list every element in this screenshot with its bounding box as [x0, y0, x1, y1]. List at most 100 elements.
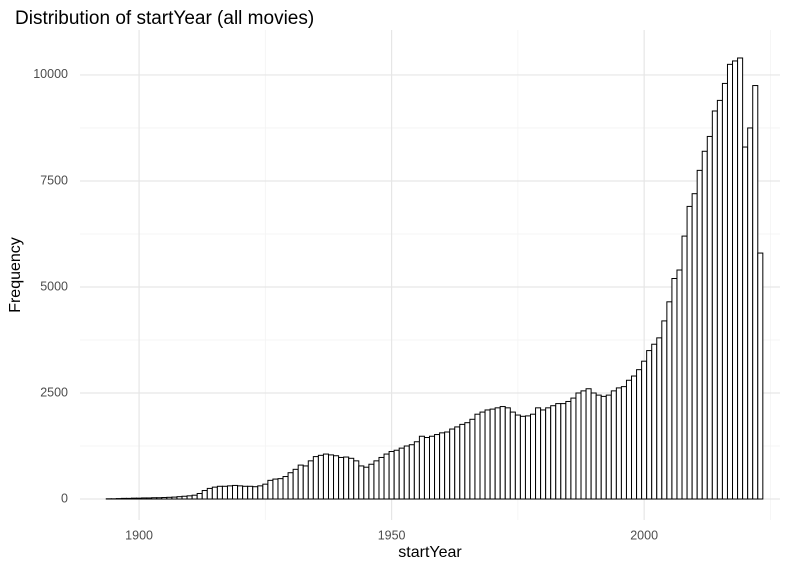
- x-tick-label: 1900: [125, 528, 153, 542]
- bar: [247, 485, 254, 500]
- bar: [636, 369, 643, 500]
- bar: [676, 269, 683, 500]
- bar: [550, 405, 557, 500]
- bar: [166, 496, 173, 500]
- bar: [232, 484, 239, 500]
- bar: [368, 463, 375, 500]
- bar: [141, 497, 148, 500]
- bar: [191, 494, 198, 500]
- bar: [363, 466, 370, 500]
- bar: [322, 453, 329, 500]
- bar: [408, 444, 415, 500]
- bar: [499, 406, 506, 500]
- bar: [428, 435, 436, 500]
- bar: [206, 487, 213, 500]
- bar: [383, 453, 390, 500]
- bar: [509, 411, 516, 500]
- bar: [474, 413, 481, 500]
- x-tick-label: 2000: [630, 528, 658, 542]
- bar: [737, 57, 744, 500]
- bar: [514, 414, 521, 500]
- bar: [464, 422, 471, 500]
- bar: [297, 464, 304, 500]
- y-tick-label: 2500: [40, 385, 68, 399]
- bar: [221, 485, 228, 500]
- y-tick-label: 0: [61, 491, 68, 505]
- bar: [595, 394, 602, 500]
- bar: [615, 387, 622, 500]
- chart-title: Distribution of startYear (all movies): [15, 8, 314, 29]
- bar: [302, 465, 309, 500]
- bar: [403, 445, 410, 500]
- bar: [272, 478, 279, 500]
- bar: [327, 454, 335, 500]
- bar: [343, 456, 350, 500]
- bar: [631, 375, 638, 500]
- bar: [242, 485, 249, 500]
- bar: [237, 485, 244, 500]
- bar: [358, 465, 365, 500]
- bar: [504, 407, 511, 500]
- bar: [120, 497, 127, 500]
- bar: [418, 435, 425, 500]
- bar: [413, 441, 420, 500]
- bar: [646, 350, 653, 500]
- bar: [590, 392, 597, 500]
- bar: [752, 85, 759, 500]
- bar: [742, 146, 749, 500]
- bar: [312, 456, 319, 500]
- bar: [307, 460, 314, 500]
- bar: [287, 472, 294, 500]
- bar: [211, 486, 218, 500]
- bar: [277, 478, 284, 500]
- bar: [545, 407, 552, 500]
- bar: [656, 337, 663, 500]
- bar: [610, 390, 617, 500]
- bar: [125, 497, 133, 500]
- bar: [136, 497, 143, 500]
- bar: [317, 454, 324, 500]
- bar: [373, 460, 380, 500]
- bar: [489, 408, 496, 500]
- bar: [151, 497, 158, 500]
- bar: [423, 437, 430, 500]
- bar: [701, 150, 708, 500]
- bar: [454, 426, 461, 500]
- bar: [444, 431, 451, 500]
- x-axis-label: startYear: [398, 544, 462, 561]
- bar: [267, 479, 274, 500]
- bar: [605, 394, 612, 500]
- bar: [721, 82, 728, 500]
- bar: [131, 497, 138, 500]
- bar: [651, 343, 658, 500]
- bar: [671, 277, 678, 500]
- bar: [732, 60, 739, 500]
- bar: [161, 497, 168, 500]
- bar: [580, 390, 587, 500]
- bar: [484, 409, 491, 500]
- bar: [530, 413, 537, 500]
- bar: [338, 456, 345, 500]
- bar: [156, 497, 163, 500]
- bar: [565, 400, 572, 500]
- bar: [479, 411, 486, 500]
- y-tick-label: 10000: [33, 67, 68, 81]
- bar: [378, 456, 385, 500]
- bar: [252, 486, 259, 500]
- bar: [494, 407, 501, 500]
- y-axis-label: Frequency: [7, 237, 24, 313]
- bar: [641, 360, 648, 500]
- bar: [585, 388, 592, 500]
- bar: [292, 468, 299, 500]
- y-tick-label: 5000: [40, 279, 68, 293]
- bar: [201, 490, 208, 500]
- bar: [625, 379, 633, 500]
- bar: [726, 63, 734, 500]
- bar: [469, 418, 476, 500]
- bar: [691, 193, 698, 500]
- bar: [681, 235, 688, 500]
- bar: [186, 495, 193, 500]
- bar: [398, 447, 405, 500]
- bar: [560, 403, 567, 500]
